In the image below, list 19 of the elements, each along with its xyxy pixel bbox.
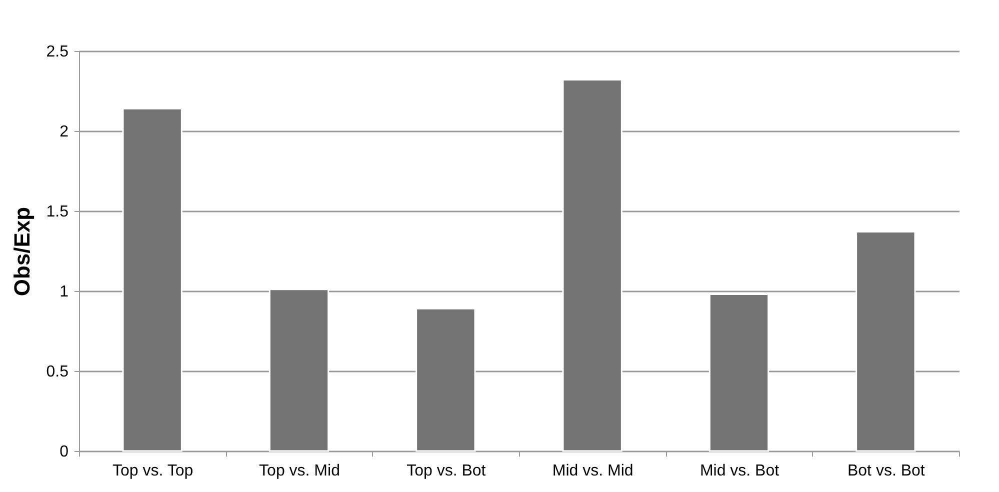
x-tick-label: Top vs. Mid <box>259 462 340 480</box>
y-axis-title: Obs/Exp <box>9 206 34 296</box>
y-tick-label: 1 <box>60 284 69 300</box>
x-tick-label: Mid vs. Bot <box>700 462 780 480</box>
y-tick-label: 2.5 <box>46 44 69 60</box>
y-tick-label: 2 <box>60 124 69 140</box>
bar <box>708 293 770 452</box>
y-tick-label: 1.5 <box>46 204 69 220</box>
x-tick-label: Top vs. Bot <box>406 462 486 480</box>
x-tick-label: Bot vs. Bot <box>847 462 926 480</box>
y-tick-label: 0.5 <box>46 364 69 380</box>
x-tick-label: Mid vs. Mid <box>552 462 634 480</box>
bar <box>268 288 330 452</box>
bar <box>562 79 622 452</box>
bar <box>856 231 916 452</box>
bar <box>122 108 182 452</box>
bar <box>416 308 476 452</box>
y-tick-label: 0 <box>60 444 69 460</box>
x-tick-label: Top vs. Top <box>112 462 194 480</box>
